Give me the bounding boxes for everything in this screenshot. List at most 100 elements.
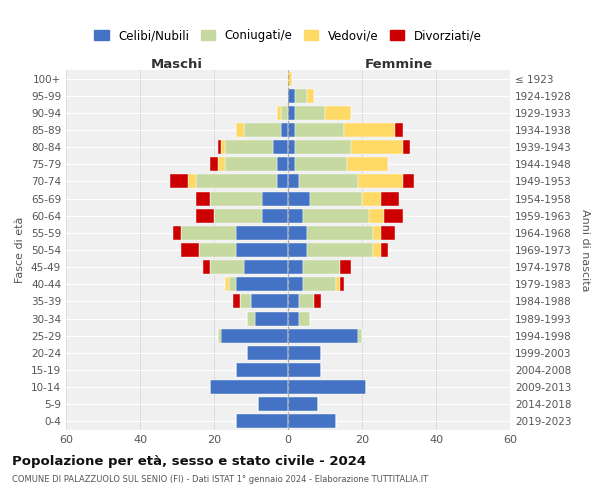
Bar bbox=[288, 88, 295, 102]
Bar bbox=[373, 243, 380, 257]
Bar bbox=[196, 192, 211, 205]
Bar bbox=[303, 278, 336, 291]
Bar bbox=[233, 294, 240, 308]
Bar bbox=[299, 294, 314, 308]
Bar bbox=[310, 192, 362, 205]
Bar bbox=[299, 174, 358, 188]
Bar bbox=[277, 174, 288, 188]
Bar bbox=[251, 294, 288, 308]
Y-axis label: Fasce di età: Fasce di età bbox=[16, 217, 25, 283]
Y-axis label: Anni di nascita: Anni di nascita bbox=[580, 209, 590, 291]
Bar bbox=[170, 174, 188, 188]
Bar bbox=[307, 88, 314, 102]
Bar bbox=[347, 158, 388, 172]
Bar bbox=[181, 226, 236, 240]
Bar bbox=[314, 294, 322, 308]
Bar bbox=[340, 260, 351, 274]
Bar bbox=[236, 226, 288, 240]
Text: Maschi: Maschi bbox=[151, 58, 203, 71]
Bar bbox=[288, 72, 292, 86]
Bar bbox=[236, 243, 288, 257]
Bar bbox=[295, 106, 325, 120]
Bar bbox=[351, 140, 403, 154]
Bar bbox=[229, 278, 236, 291]
Bar bbox=[380, 192, 399, 205]
Bar bbox=[395, 123, 403, 137]
Bar bbox=[343, 123, 395, 137]
Bar bbox=[181, 243, 199, 257]
Bar bbox=[303, 208, 370, 222]
Bar bbox=[295, 140, 351, 154]
Bar bbox=[196, 174, 277, 188]
Bar bbox=[299, 312, 310, 326]
Bar bbox=[403, 174, 414, 188]
Bar bbox=[214, 208, 262, 222]
Bar bbox=[244, 123, 281, 137]
Bar bbox=[288, 260, 303, 274]
Bar bbox=[236, 363, 288, 377]
Bar bbox=[262, 192, 288, 205]
Text: COMUNE DI PALAZZUOLO SUL SENIO (FI) - Dati ISTAT 1° gennaio 2024 - Elaborazione : COMUNE DI PALAZZUOLO SUL SENIO (FI) - Da… bbox=[12, 475, 428, 484]
Bar bbox=[236, 123, 244, 137]
Bar bbox=[288, 192, 310, 205]
Bar bbox=[288, 226, 307, 240]
Bar bbox=[225, 158, 277, 172]
Bar bbox=[370, 208, 384, 222]
Bar bbox=[358, 328, 362, 342]
Bar bbox=[288, 294, 299, 308]
Bar bbox=[336, 278, 340, 291]
Text: Femmine: Femmine bbox=[365, 58, 433, 71]
Bar bbox=[295, 88, 307, 102]
Bar bbox=[325, 106, 351, 120]
Bar bbox=[303, 260, 340, 274]
Bar bbox=[288, 208, 303, 222]
Bar bbox=[288, 243, 307, 257]
Bar bbox=[173, 226, 181, 240]
Bar bbox=[221, 328, 288, 342]
Bar bbox=[373, 226, 380, 240]
Bar bbox=[288, 158, 295, 172]
Bar bbox=[307, 243, 373, 257]
Bar bbox=[362, 192, 380, 205]
Bar bbox=[295, 123, 343, 137]
Bar bbox=[288, 346, 322, 360]
Bar bbox=[247, 312, 254, 326]
Bar bbox=[211, 192, 262, 205]
Bar bbox=[288, 398, 317, 411]
Bar bbox=[380, 226, 395, 240]
Bar bbox=[340, 278, 343, 291]
Bar bbox=[236, 278, 288, 291]
Bar bbox=[218, 158, 225, 172]
Bar bbox=[380, 243, 388, 257]
Bar bbox=[288, 123, 295, 137]
Bar bbox=[281, 106, 288, 120]
Bar bbox=[281, 123, 288, 137]
Bar bbox=[277, 158, 288, 172]
Bar bbox=[196, 208, 214, 222]
Bar bbox=[236, 414, 288, 428]
Bar bbox=[225, 140, 273, 154]
Bar bbox=[358, 174, 403, 188]
Bar bbox=[288, 328, 358, 342]
Bar bbox=[221, 140, 225, 154]
Bar bbox=[273, 140, 288, 154]
Bar bbox=[295, 158, 347, 172]
Bar bbox=[288, 140, 295, 154]
Bar bbox=[203, 260, 211, 274]
Bar bbox=[288, 106, 295, 120]
Bar bbox=[218, 328, 221, 342]
Bar bbox=[288, 363, 322, 377]
Bar bbox=[211, 380, 288, 394]
Bar bbox=[254, 312, 288, 326]
Bar bbox=[288, 174, 299, 188]
Bar bbox=[211, 260, 244, 274]
Bar bbox=[247, 346, 288, 360]
Bar bbox=[288, 414, 336, 428]
Bar bbox=[240, 294, 251, 308]
Bar bbox=[262, 208, 288, 222]
Bar bbox=[403, 140, 410, 154]
Bar bbox=[307, 226, 373, 240]
Bar bbox=[288, 278, 303, 291]
Bar bbox=[188, 174, 196, 188]
Bar bbox=[259, 398, 288, 411]
